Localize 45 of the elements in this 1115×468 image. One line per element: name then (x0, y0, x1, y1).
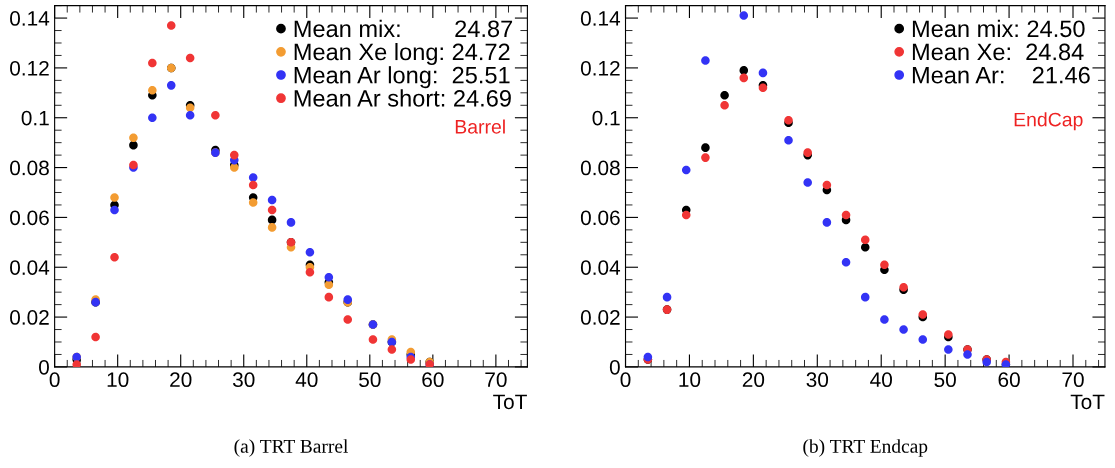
x-tick-label: 40 (295, 372, 318, 388)
legend-label: Mean Xe: 24.84 (912, 43, 1084, 61)
x-tick-label: 10 (679, 372, 701, 388)
y-tick-label: 0.08 (580, 160, 620, 176)
annotation: Barrel (455, 119, 505, 134)
legend-label: Mean Xe long: 24.72 (294, 42, 510, 65)
y-tick-label: 0.1 (592, 110, 620, 126)
x-tick-label: 30 (232, 372, 255, 388)
legend-label: Mean Ar long: 25.51 (294, 66, 510, 89)
x-tick-label: 70 (485, 372, 507, 388)
y-tick-label: 0.12 (10, 60, 49, 76)
legend-label: Mean Ar short: 24.69 (294, 89, 511, 107)
x-tick-label: 40 (870, 372, 892, 388)
x-tick-label: 30 (806, 372, 829, 388)
x-tick-label: 10 (107, 372, 129, 388)
x-tick-label: 50 (359, 372, 381, 388)
y-tick-label: 0 (609, 359, 620, 375)
y-tick-label: 0 (39, 359, 49, 375)
x-tick-label: 60 (998, 372, 1020, 388)
y-tick-label: 0.12 (580, 60, 620, 76)
y-tick-label: 0.04 (10, 260, 50, 275)
y-tick-label: 0.06 (580, 210, 620, 226)
x-tick-label: 0 (49, 372, 60, 388)
y-tick-label: 0.08 (10, 160, 49, 176)
legend-label: Mean mix: 24.50 (912, 19, 1085, 38)
x-axis-title: ToT (1070, 394, 1105, 410)
annotation: EndCap (1014, 112, 1083, 131)
y-tick-label: 0.02 (580, 310, 620, 325)
y-tick-label: 0.06 (10, 210, 49, 226)
x-tick-label: 20 (170, 372, 192, 388)
y-tick-label: 0.1 (21, 110, 49, 126)
legend-label: Mean Ar: 21.46 (912, 66, 1090, 84)
y-tick-label: 0.02 (10, 310, 49, 325)
legend-label: Mean mix: 24.87 (294, 19, 513, 38)
y-tick-label: 0.04 (580, 260, 621, 275)
x-tick-label: 50 (934, 372, 956, 388)
text: (a) TRT Barrel (234, 439, 349, 457)
x-axis-title: ToT (493, 394, 527, 410)
text: (b) TRT Endcap (803, 439, 928, 457)
x-tick-label: 60 (422, 372, 444, 388)
y-tick-label: 0.14 (580, 11, 621, 26)
x-tick-label: 20 (742, 372, 765, 388)
y-tick-label: 0.14 (10, 11, 50, 26)
x-tick-label: 70 (1062, 372, 1084, 388)
x-tick-label: 0 (620, 372, 631, 388)
